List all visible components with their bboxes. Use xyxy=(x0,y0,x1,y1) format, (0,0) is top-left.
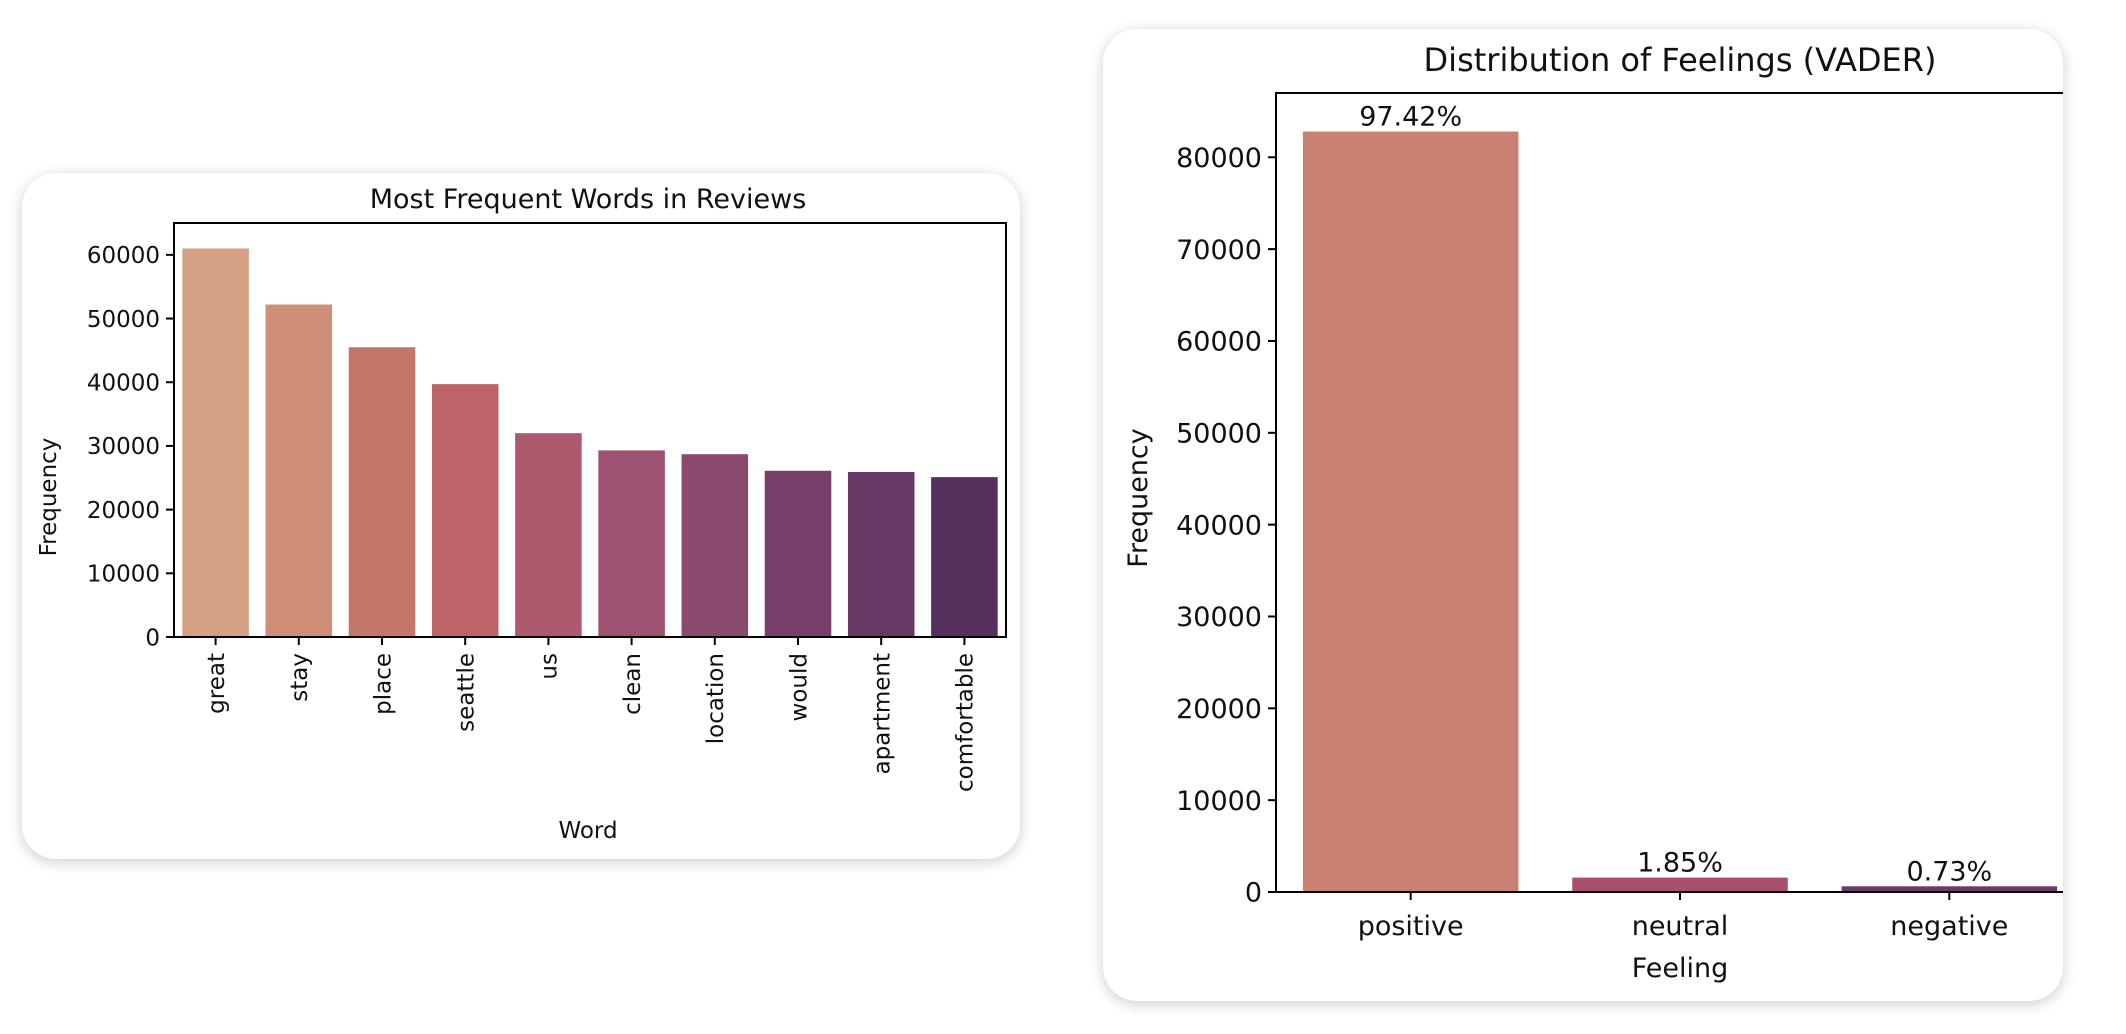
y-tick-label: 60000 xyxy=(1176,327,1262,358)
y-tick-label: 40000 xyxy=(87,371,160,397)
x-tick-label: negative xyxy=(1890,911,2008,942)
feeling-distribution-chart-card: Distribution of Feelings (VADER) Frequen… xyxy=(1103,29,2063,1001)
bar-great xyxy=(182,248,249,637)
bar-stay xyxy=(265,304,333,637)
bar-positive xyxy=(1302,131,1519,893)
x-tick-label: great xyxy=(204,653,230,714)
chart-title: Distribution of Feelings (VADER) xyxy=(1424,41,1937,79)
data-label-negative: 0.73% xyxy=(1906,856,1992,887)
x-axis-label: Word xyxy=(558,818,617,844)
y-tick-label: 40000 xyxy=(1176,510,1262,541)
bar-place xyxy=(348,347,416,637)
bar-apartment xyxy=(847,472,915,637)
x-tick-label: comfortable xyxy=(953,653,979,792)
x-tick-label: stay xyxy=(287,653,313,702)
feeling-distribution-chart: Distribution of Feelings (VADER) Frequen… xyxy=(1123,41,2063,984)
y-tick-label: 20000 xyxy=(87,498,160,524)
word-frequency-chart: Most Frequent Words in Reviews Frequency… xyxy=(36,184,1007,844)
y-tick-label: 50000 xyxy=(1176,419,1262,450)
bar-clean xyxy=(598,450,665,637)
x-tick-label: apartment xyxy=(869,653,895,774)
bar-comfortable xyxy=(931,477,998,637)
y-tick-label: 0 xyxy=(145,625,160,651)
y-tick-label: 60000 xyxy=(87,243,160,269)
word-frequency-chart-card: Most Frequent Words in Reviews Frequency… xyxy=(22,173,1020,859)
x-tick-label: location xyxy=(703,653,729,744)
y-tick-label: 30000 xyxy=(1176,602,1262,633)
y-tick-label: 10000 xyxy=(87,562,160,588)
plot-frame xyxy=(1275,92,2063,893)
x-tick-label: seattle xyxy=(453,653,479,732)
x-axis-label: Feeling xyxy=(1632,953,1729,984)
y-tick-label: 20000 xyxy=(1176,694,1262,725)
bar-us xyxy=(515,433,582,637)
bar-negative xyxy=(1841,886,2058,892)
y-tick-label: 30000 xyxy=(87,434,160,460)
x-tick-label: neutral xyxy=(1632,911,1729,942)
bar-neutral xyxy=(1572,877,1788,892)
y-axis-label: Frequency xyxy=(1123,428,1154,568)
y-tick-label: 10000 xyxy=(1176,786,1262,817)
data-label-neutral: 1.85% xyxy=(1637,848,1723,879)
bar-seattle xyxy=(431,384,499,637)
data-label-positive: 97.42% xyxy=(1359,102,1462,133)
bar-location xyxy=(681,454,749,637)
bar-would xyxy=(764,470,832,637)
y-tick-label: 80000 xyxy=(1176,143,1262,174)
y-tick-label: 0 xyxy=(1245,878,1262,909)
x-tick-label: would xyxy=(786,653,812,721)
x-tick-label: us xyxy=(537,653,563,680)
chart-title: Most Frequent Words in Reviews xyxy=(370,184,807,215)
y-axis-label: Frequency xyxy=(36,438,62,557)
y-tick-label: 50000 xyxy=(87,307,160,333)
x-tick-label: place xyxy=(370,653,396,715)
plot-frame xyxy=(173,222,1007,638)
x-tick-label: positive xyxy=(1358,911,1464,942)
y-tick-label: 70000 xyxy=(1176,235,1262,266)
x-tick-label: clean xyxy=(620,653,646,715)
